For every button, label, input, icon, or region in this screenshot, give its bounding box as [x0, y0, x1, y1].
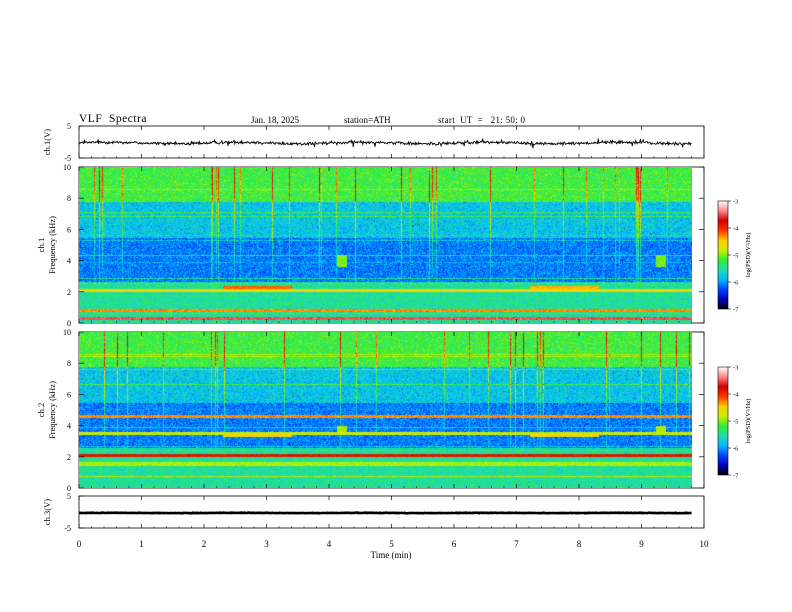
- ch3-waveform-panel: 5 -5 ch.3(V): [42, 492, 692, 533]
- xtick-label: 9: [639, 539, 644, 549]
- spec2-ytick-label: 8: [67, 359, 71, 368]
- cbar2-tick-label: -3: [733, 365, 738, 372]
- cbar2-tick-label: -4: [733, 392, 739, 399]
- spec1-channel-label: ch.1: [36, 238, 46, 252]
- spec2-channel-label: ch.2: [36, 403, 46, 417]
- spec2-ytick-label: 0: [67, 484, 71, 493]
- xtick-label: 0: [77, 539, 82, 549]
- spec2-ytick-label: 2: [67, 453, 71, 462]
- spec1-ytick-label: 10: [63, 163, 71, 172]
- cbar1-tick-label: -5: [733, 253, 738, 260]
- axes-ticks: 0 1 2 3 4 5 6 7 8 9 10 Time (min): [77, 126, 709, 560]
- spec1-ytick-label: 4: [67, 257, 71, 266]
- spec2-ytick-label: 4: [67, 422, 71, 431]
- xtick-label: 8: [577, 539, 582, 549]
- ch3-trace: [79, 510, 692, 515]
- cbar1-tick-label: -7: [733, 307, 739, 314]
- cbar1-bar: [717, 200, 729, 310]
- ch3-ytick-label: -5: [64, 524, 71, 533]
- cbar2-label: log(PSD)(V²/Hz): [745, 399, 752, 444]
- xtick-label: 6: [452, 539, 457, 549]
- spec2-ytick-label: 10: [63, 328, 71, 337]
- cbar1-tick-label: -4: [733, 226, 739, 233]
- spec1-ytick-label: 2: [67, 288, 71, 297]
- xtick-label: 5: [389, 539, 394, 549]
- xtick-label: 10: [700, 539, 710, 549]
- cbar2-tick-label: -5: [733, 419, 738, 426]
- ch1-ylabel: ch.1(V): [42, 129, 52, 155]
- ch1-trace: [78, 138, 692, 149]
- xtick-label: 2: [202, 539, 207, 549]
- xtick-label: 3: [264, 539, 269, 549]
- xtick-label: 7: [514, 539, 519, 549]
- date-label: Jan. 18, 2025: [251, 115, 299, 125]
- cbar2-tick-label: -6: [733, 446, 739, 453]
- cbar2-bar: [717, 366, 729, 476]
- cbar1-label: log(PSD)(V²/Hz): [745, 233, 752, 278]
- spec2-ylabel: Frequency (kHz): [47, 381, 57, 439]
- xtick-label: 1: [139, 539, 144, 549]
- x-axis-label: Time (min): [371, 550, 412, 560]
- spec1-ytick-label: 0: [67, 319, 71, 328]
- xtick-label: 4: [327, 539, 332, 549]
- spec1-ytick-label: 6: [67, 225, 71, 234]
- spec1-ytick-label: 8: [67, 194, 71, 203]
- spec2-ytick-label: 6: [67, 390, 71, 399]
- ch1-waveform-panel: 5 -5 ch.1(V): [42, 122, 692, 163]
- start-time-label: start UT = 21: 50: 0: [438, 115, 526, 125]
- ch3-ylabel: ch.3(V): [42, 499, 52, 525]
- cbar1-tick-label: -6: [733, 280, 739, 287]
- station-label: station=ATH: [344, 115, 391, 125]
- spec1-spectrogram-image: [79, 167, 692, 323]
- cbar1-tick-label: -3: [733, 199, 738, 206]
- colorbars: -3 -4 -5 -6 -7 log(PSD)(V²/Hz) -3 -4 -5 -6 -7 log(P…: [717, 199, 752, 480]
- ch2-spectrogram-panel: 0 2 4 6 8 10 ch.2 Frequency (kHz): [36, 328, 704, 493]
- spec2-spectrogram-image: [79, 332, 692, 488]
- figure-title: VLF Spectra: [79, 113, 147, 125]
- spec1-ylabel: Frequency (kHz): [47, 216, 57, 274]
- ch3-ytick-label: 5: [67, 492, 71, 501]
- ch1-ytick-label: 5: [67, 122, 71, 131]
- cbar2-tick-label: -7: [733, 473, 739, 480]
- ch1-spectrogram-panel: 0 2 4 6 8 10 ch.1 Frequency (kHz): [36, 163, 704, 328]
- ch1-ytick-label: -5: [64, 154, 71, 163]
